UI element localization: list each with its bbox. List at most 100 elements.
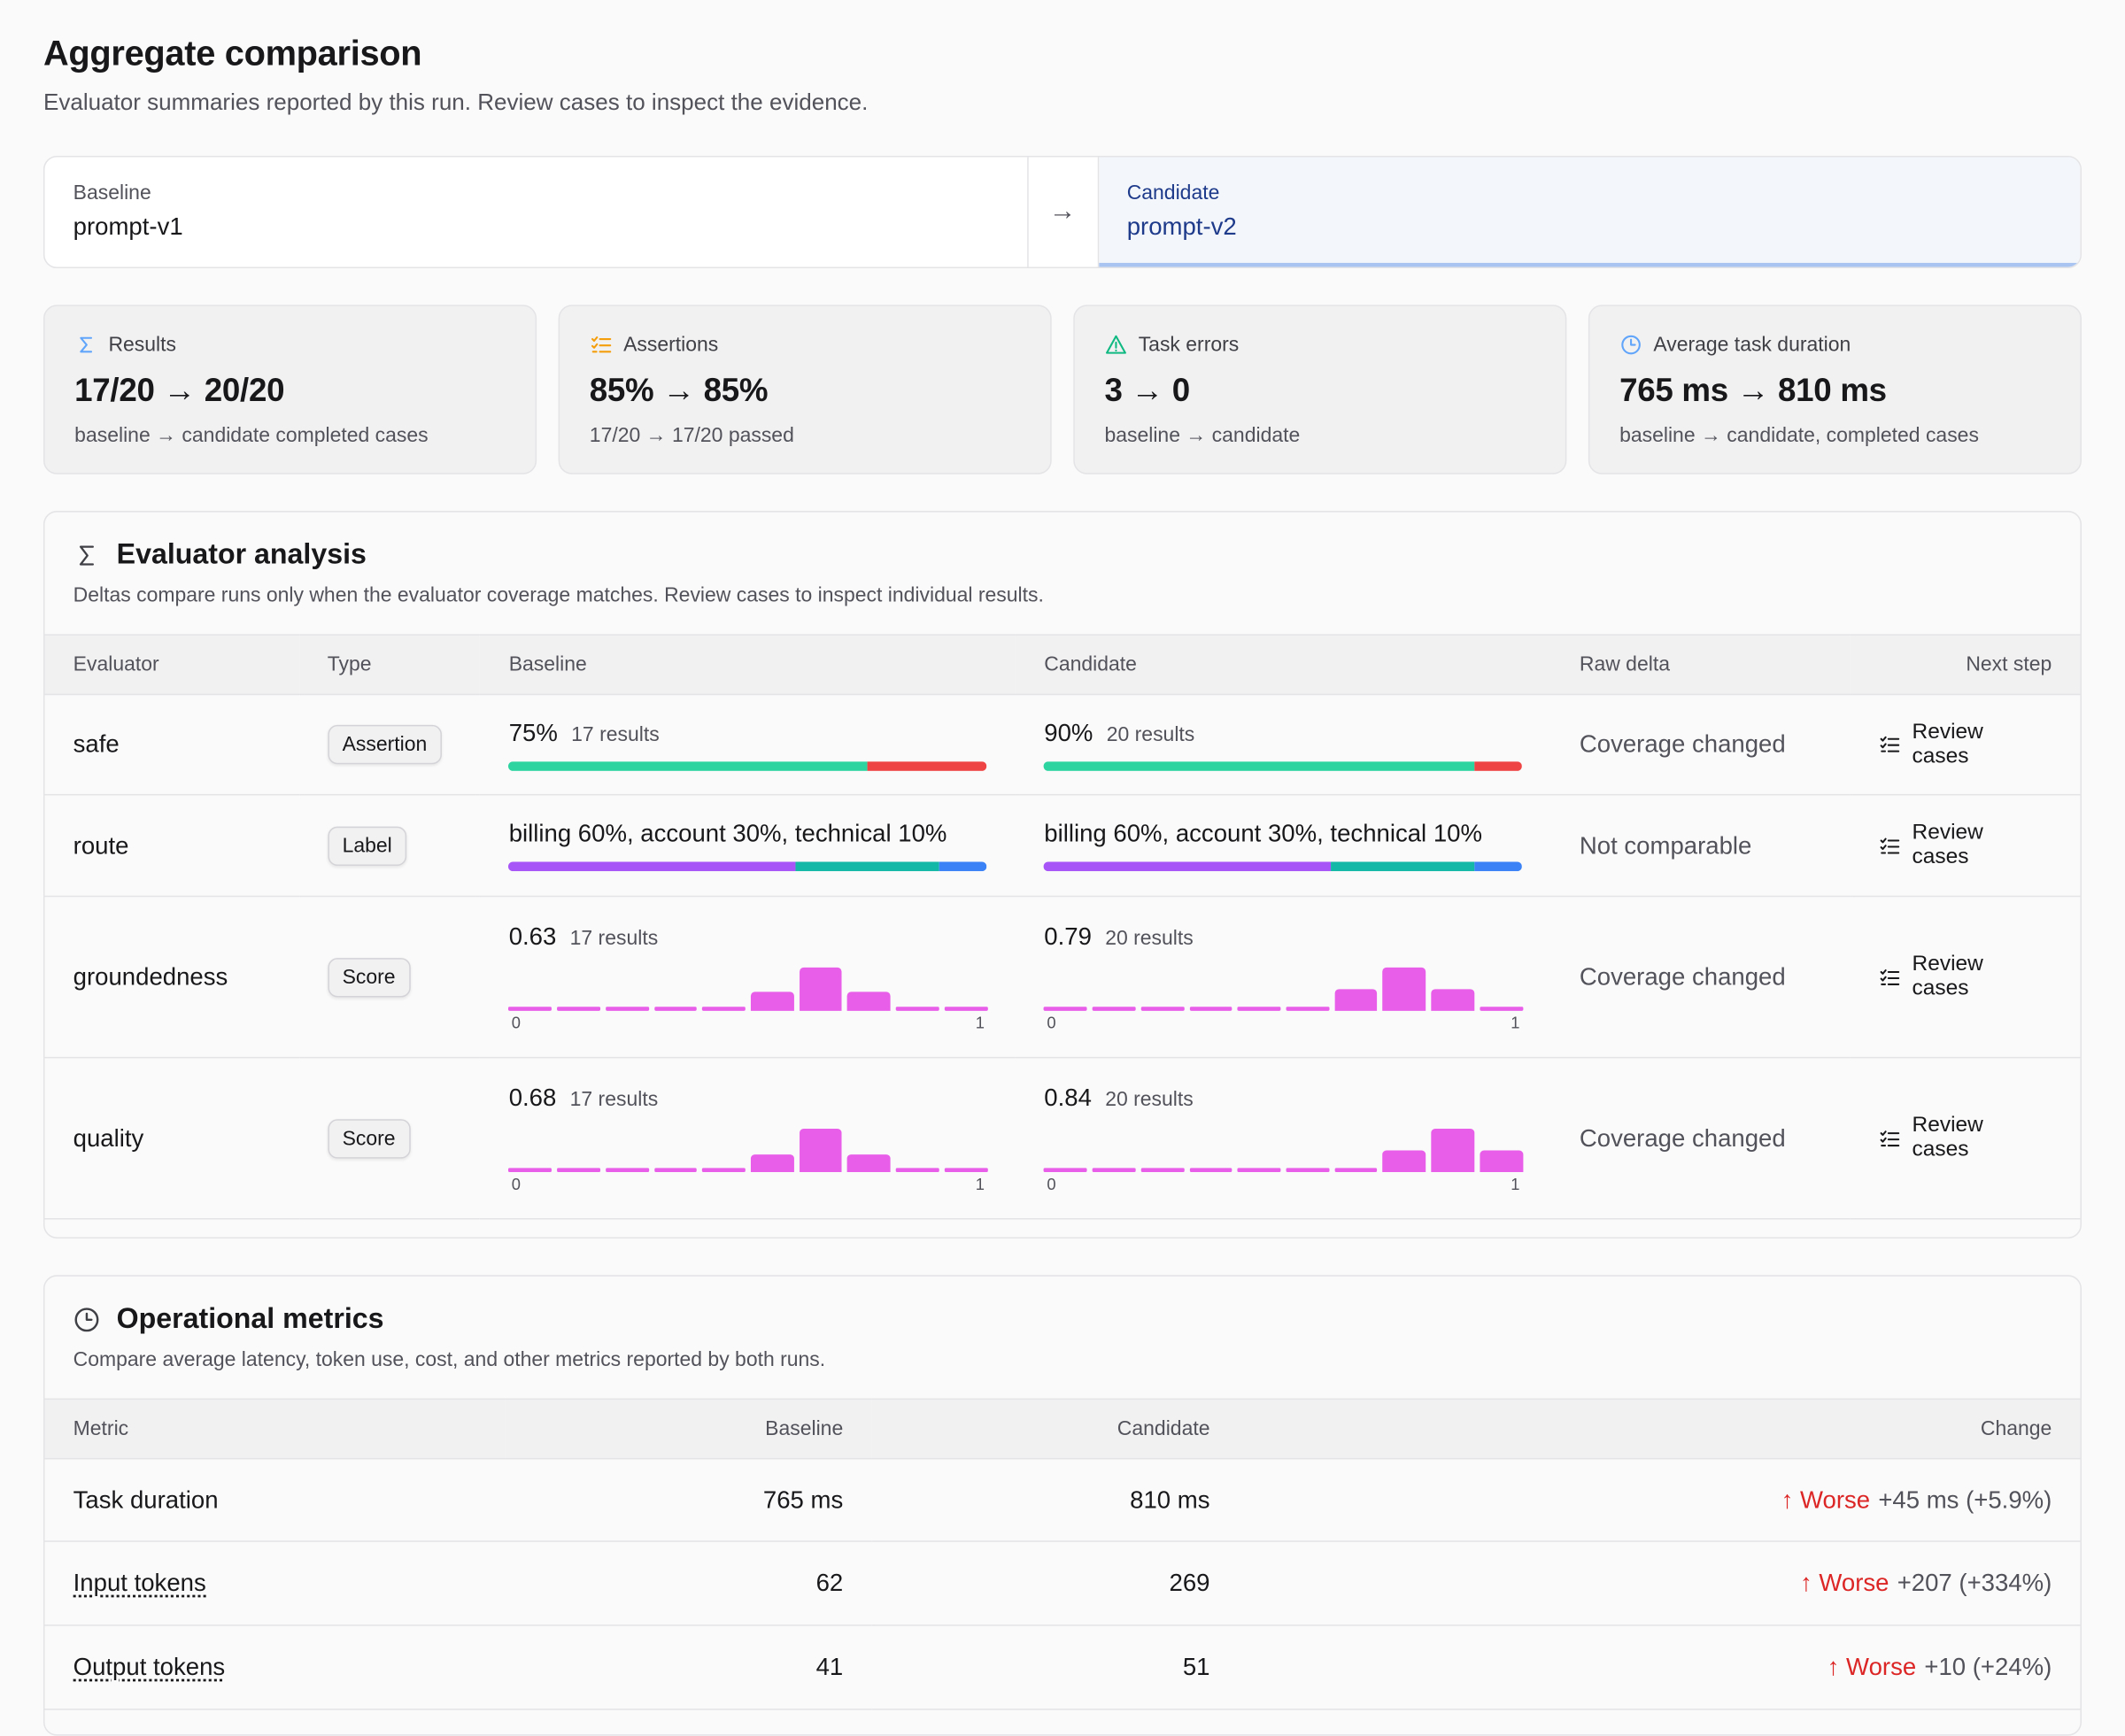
checklist-icon: [1881, 837, 1900, 853]
raw-delta: Coverage changed: [1550, 694, 1851, 796]
histogram-bar: [1431, 1128, 1474, 1172]
sigma-icon: [80, 336, 93, 353]
baseline-cell: 0.68 17 results 0 1: [480, 1057, 1016, 1220]
review-cases-button[interactable]: Review cases: [1879, 953, 2052, 1001]
histogram-bar: [1044, 1168, 1087, 1172]
change-status: Worse: [1819, 1569, 1889, 1597]
evaluator-analysis-panel: Evaluator analysis Deltas compare runs o…: [42, 511, 2082, 1238]
candidate-run[interactable]: Candidate prompt-v2: [1098, 157, 2081, 267]
axis-max: 1: [1511, 1013, 1520, 1032]
review-cases-label: Review cases: [1912, 720, 1983, 768]
candidate-pass-rate: 90%: [1044, 718, 1093, 746]
axis-max: 1: [975, 1013, 985, 1032]
candidate-mean-score: 0.79: [1044, 922, 1092, 950]
fail-segment: [1474, 760, 1523, 771]
warning-icon: [1106, 335, 1126, 354]
candidate-cell: 90% 20 results: [1016, 694, 1551, 796]
evaluator-analysis-description: Deltas compare runs only when the evalua…: [73, 583, 1044, 607]
results-card-value: 17/20 → 20/20: [74, 372, 285, 410]
baseline-score-histogram: [508, 1123, 988, 1172]
baseline-cell: 0.63 17 results 0 1: [480, 896, 1016, 1059]
baseline-run[interactable]: Baseline prompt-v1: [45, 158, 1027, 267]
results-card-label: Results: [108, 333, 177, 357]
sigma-icon: [79, 545, 94, 566]
column-header-baseline[interactable]: Baseline: [480, 634, 1016, 696]
assertions-card-sub: 17/20 → 17/20 passed: [589, 424, 794, 448]
review-cases-button[interactable]: Review cases: [1879, 721, 2052, 769]
run-comparison-bar: Baseline prompt-v1 → Candidate prompt-v2: [42, 156, 2082, 269]
histogram-bar: [653, 1007, 698, 1011]
column-header-candidate[interactable]: Candidate: [1016, 634, 1551, 696]
candidate-cell: 0.84 20 results 0 1: [1016, 1057, 1551, 1220]
histogram-bar: [847, 991, 891, 1011]
axis-min: 0: [511, 1013, 521, 1032]
candidate-value: 810 ms: [871, 1458, 1239, 1542]
change-cell: ↑ Worse +207 (+334%): [1238, 1541, 2081, 1626]
histogram-bar: [702, 1168, 746, 1172]
assertions-card-label: Assertions: [623, 333, 719, 357]
histogram-bar: [1480, 1007, 1523, 1011]
baseline-result-count: 17 results: [571, 722, 660, 746]
candidate-label-distribution: billing 60%, account 30%, technical 10%: [1044, 820, 1482, 847]
clock-icon: [1621, 335, 1641, 355]
evaluator-name: groundedness: [44, 896, 299, 1059]
histogram-bar: [1044, 1007, 1087, 1011]
operational-metrics-panel: Operational metrics Compare average late…: [42, 1275, 2082, 1736]
candidate-label-bar: [1044, 861, 1523, 872]
histogram-bar: [605, 1168, 649, 1172]
summary-cards: Results 17/20 → 20/20 baseline → candida…: [42, 305, 2082, 475]
arrow-right-icon: →: [1026, 157, 1099, 267]
type-badge: Assertion: [327, 724, 443, 765]
candidate-value: 269: [871, 1541, 1239, 1626]
histogram-bar: [1382, 967, 1426, 1011]
histogram-bar: [1334, 1168, 1378, 1172]
table-row: route Label billing 60%, account 30%, te…: [44, 794, 2081, 898]
type-badge: Score: [327, 957, 411, 997]
type-badge: Label: [327, 825, 407, 866]
change-status: Worse: [1800, 1485, 1871, 1513]
column-header-change[interactable]: Change: [1238, 1398, 2081, 1460]
checklist-icon: [1881, 1130, 1900, 1146]
histogram-bar: [508, 1007, 552, 1011]
review-cases-label: Review cases: [1912, 953, 1983, 1000]
histogram-bar: [750, 1153, 794, 1172]
column-header-candidate[interactable]: Candidate: [871, 1398, 1239, 1460]
change-delta: +207 (+334%): [1897, 1569, 2052, 1597]
axis-min: 0: [1047, 1174, 1056, 1193]
metric-name[interactable]: Input tokens: [73, 1569, 206, 1597]
baseline-label-distribution: billing 60%, account 30%, technical 10%: [508, 820, 947, 847]
candidate-score-histogram: [1044, 1123, 1523, 1172]
pass-segment: [508, 760, 868, 771]
column-header-evaluator[interactable]: Evaluator: [44, 634, 299, 696]
arrow-up-icon: ↑: [1827, 1653, 1847, 1680]
axis-max: 1: [1511, 1174, 1520, 1193]
column-header-metric[interactable]: Metric: [44, 1398, 506, 1460]
fail-segment: [867, 760, 987, 771]
review-cases-label: Review cases: [1912, 1114, 1983, 1161]
review-cases-button[interactable]: Review cases: [1879, 822, 2052, 870]
task-errors-card-value: 3 → 0: [1104, 372, 1190, 410]
histogram-bar: [1189, 1168, 1232, 1172]
column-header-baseline[interactable]: Baseline: [505, 1398, 872, 1460]
technical-segment: [1474, 861, 1523, 872]
histogram-bar: [895, 1168, 939, 1172]
candidate-value: prompt-v2: [1126, 212, 1237, 240]
evaluator-analysis-title: Evaluator analysis: [116, 539, 367, 571]
table-row: safe Assertion 75% 17 results 90% 20 resul…: [44, 694, 2081, 796]
metric-name[interactable]: Output tokens: [73, 1653, 226, 1680]
candidate-label: Candidate: [1126, 181, 1220, 205]
duration-card-value: 765 ms → 810 ms: [1619, 372, 1887, 410]
histogram-bar: [1431, 988, 1474, 1011]
histogram-bar: [799, 1128, 843, 1172]
account-segment: [1331, 861, 1475, 872]
histogram-bar: [1237, 1168, 1281, 1172]
baseline-pass-rate: 75%: [508, 718, 558, 746]
duration-card-sub: baseline → candidate, completed cases: [1619, 424, 1979, 448]
review-cases-button[interactable]: Review cases: [1879, 1114, 2052, 1162]
pass-segment: [1044, 760, 1475, 771]
column-header-raw-delta[interactable]: Raw delta: [1550, 634, 1851, 696]
evaluator-name: quality: [44, 1057, 299, 1220]
checklist-icon: [591, 336, 612, 353]
column-header-type[interactable]: Type: [298, 634, 481, 696]
